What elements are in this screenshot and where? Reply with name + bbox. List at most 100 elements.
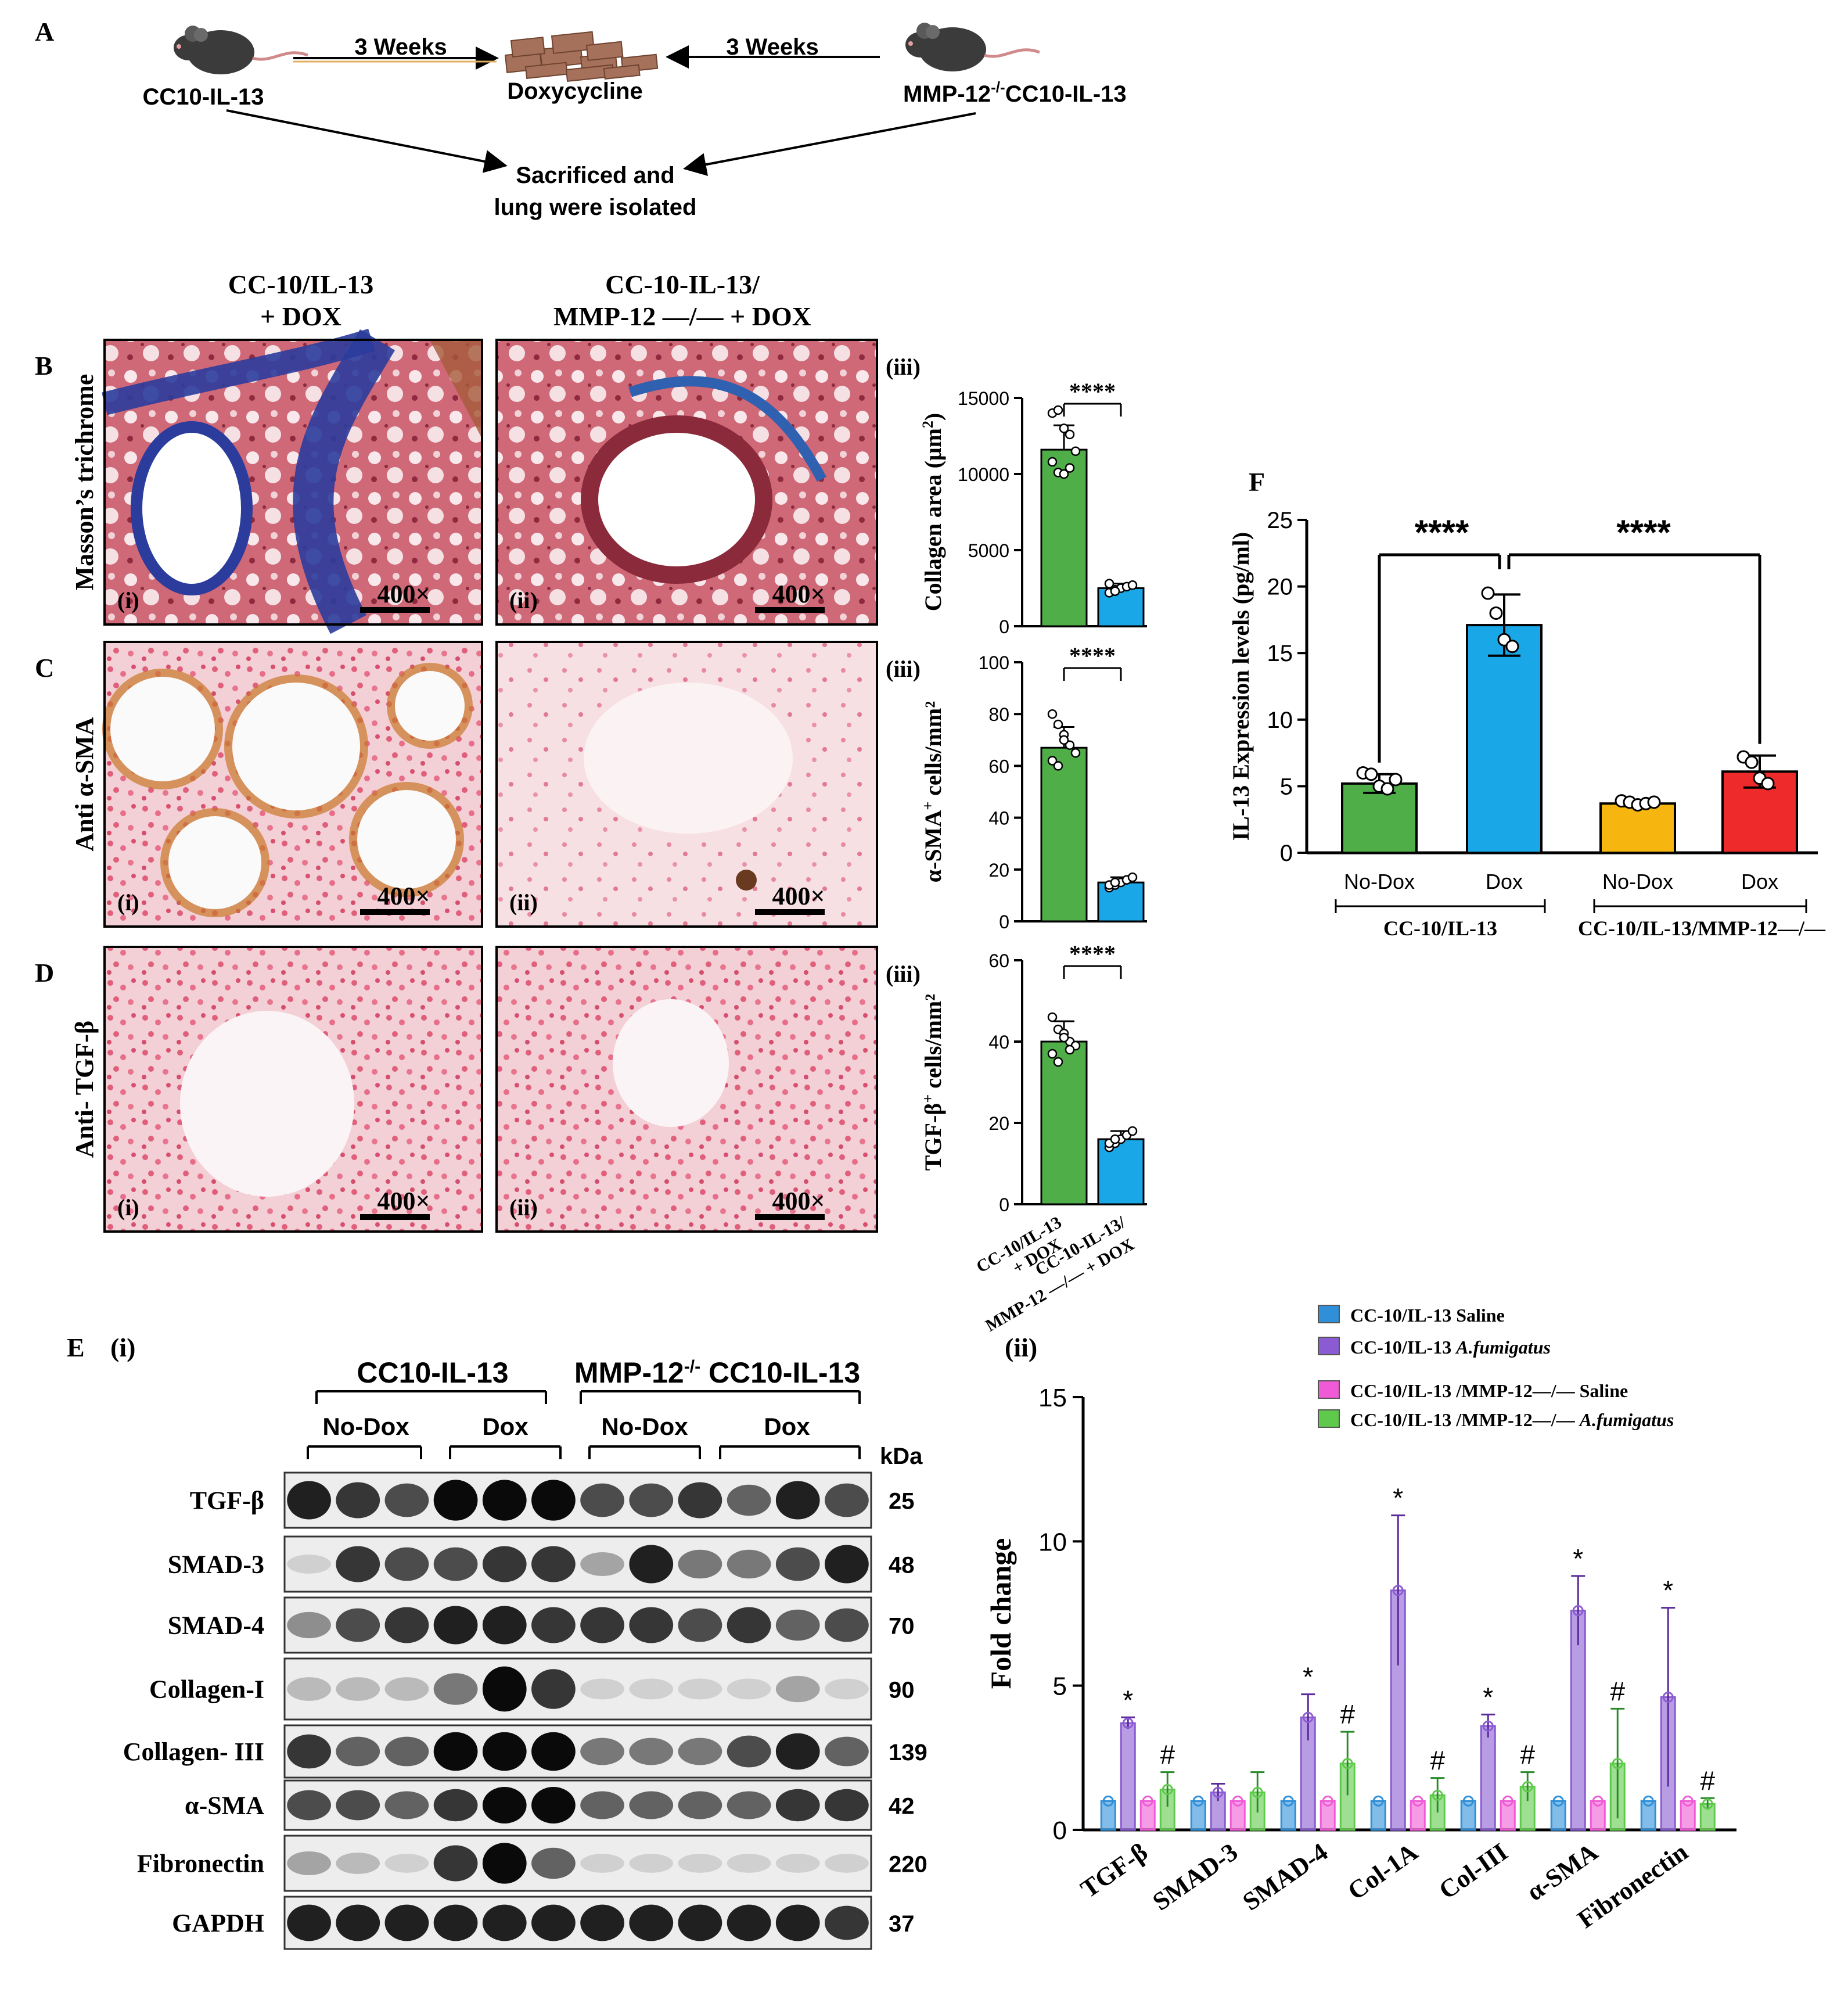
legend-swatch [1318,1409,1340,1428]
significance-label: # [1160,1740,1175,1770]
data-point [1059,469,1069,479]
result-line-2: lung were isolated [494,195,697,220]
blot-band [775,1547,820,1581]
blot-band [580,1791,624,1819]
alveolus [357,790,456,889]
scale-bar [755,607,825,613]
left-mouse-label: CC10-IL-13 [143,84,264,110]
data-point [1053,719,1063,730]
blot-protein-label: GAPDH [172,1909,264,1937]
condition-label: Dox [482,1413,528,1440]
blot-band [678,1854,722,1873]
legend-label: CC-10/IL-13 A.fumigatus [1350,1337,1551,1358]
bar [1480,1725,1496,1831]
data-point [1489,606,1503,620]
blot-kda-label: 70 [889,1614,915,1639]
blot-band [775,1481,820,1520]
x-tick-label: Dox [1741,870,1778,893]
x-tick-label: α-SMA [1522,1837,1603,1907]
blot-band [336,1546,380,1582]
data-point [1302,1711,1314,1723]
group-label: CC-10/IL-13 [1383,917,1497,940]
blot-membrane [283,1657,872,1721]
significance-label: * [1123,1685,1133,1715]
bar [1280,1800,1296,1831]
blot-band [580,1678,624,1700]
blot-band [531,1607,576,1643]
blot-row: GAPDH 37 [172,1896,915,1950]
blot-band [287,1790,331,1821]
scale-bar [755,909,825,915]
blot-band [287,1555,331,1574]
data-point [1612,1758,1623,1769]
blot-protein-label: SMAD-3 [168,1550,264,1579]
y-tick-label: 10 [1038,1528,1067,1556]
mouse-nose [908,41,913,46]
blot-band [775,1733,820,1770]
y-tick-label: 5 [1280,774,1293,799]
collagen-band [102,328,375,415]
blot-band [727,1484,771,1516]
data-point [1070,748,1081,758]
blot-band [336,1853,380,1874]
data-point [1142,1795,1153,1807]
legend-label: CC-10/IL-13 /MMP-12—/— A.fumigatus [1350,1409,1674,1430]
blot-band [825,1854,869,1873]
blot-band [531,1669,576,1709]
data-point [1682,1795,1694,1807]
data-point [1070,446,1081,456]
blot-band [336,1736,380,1767]
x-tick-label: No-Dox [1602,870,1673,893]
blot-band [775,1854,820,1873]
data-point [1122,1717,1134,1729]
blot-band [433,1673,478,1705]
blot-band [678,1549,722,1579]
chart-sublabel: (iii) [886,656,921,682]
blot-band [384,1854,429,1873]
mouse-tail [252,51,308,61]
blot-band [287,1734,331,1769]
blot-band [433,1480,478,1521]
y-tick-label: 15 [1038,1384,1067,1412]
data-point [1059,735,1069,745]
significance-label: # [1340,1699,1355,1729]
micrograph-frame [103,641,483,928]
data-point [1432,1789,1443,1801]
legend-label: CC-10/IL-13 /MMP-12—/— Saline [1350,1380,1628,1401]
result-line-1: Sacrificed and [516,163,674,188]
blot-band [727,1607,771,1643]
blot-band [531,1847,576,1879]
blot-band [531,1480,576,1521]
doxycycline-pellets-icon [504,31,659,82]
blot-row: α-SMA 42 [185,1779,915,1831]
blot-membrane [283,1779,872,1831]
micrograph-frame [495,946,878,1233]
blot-band [825,1545,869,1584]
blot-protein-label: Collagen-I [149,1675,264,1704]
data-point [1232,1795,1243,1807]
chart-b-iii: 0 5000 10000 15000 Collagen area (μm2) **** [919,378,1147,637]
data-point [1745,755,1759,769]
blot-band [336,1904,380,1941]
sma-stain [736,870,757,891]
blot-row: Fibronectin 220 [137,1835,927,1892]
y-tick-label: 10 [1267,708,1293,733]
data-point [1047,457,1058,467]
mouse-tail [984,48,1040,58]
histology-row-d: D Anti- TGF-β (i) 400× (ii) 400× (iii) [35,946,921,1233]
blot-band [287,1677,331,1701]
bar [1341,782,1418,855]
blot-band [531,1904,576,1941]
data-point [1065,740,1075,750]
stain-label: Masson’s trichrome [70,374,99,591]
significance-label: **** [1069,941,1116,967]
chart-f: F 0 5 10 15 20 25 IL-13 Expression levels (pg/m… [1228,467,1826,940]
pellet [510,37,545,58]
y-tick-label: 100 [979,652,1009,673]
blot-band [629,1545,674,1584]
micrograph-d-2: (ii) 400× [495,946,878,1233]
blot-row: Collagen-I 90 [149,1657,915,1721]
alveolus [395,671,465,741]
blot-band [580,1552,624,1577]
blot-band [531,1732,576,1771]
